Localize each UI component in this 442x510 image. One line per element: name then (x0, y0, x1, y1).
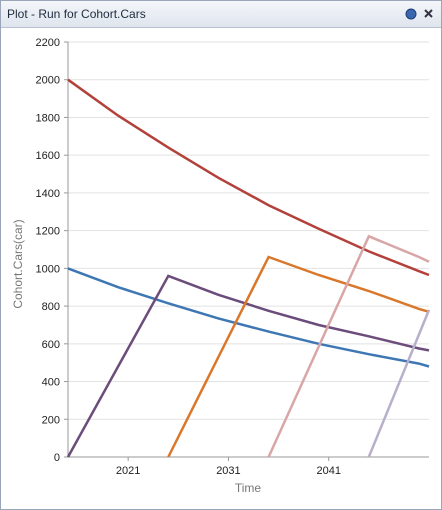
window-title: Plot - Run for Cohort.Cars (7, 7, 146, 21)
title-bar: Plot - Run for Cohort.Cars (1, 1, 441, 28)
x-tick-label: 2041 (316, 465, 340, 477)
series-line (67, 267, 430, 368)
x-axis-label: Time (235, 481, 262, 495)
y-tick-label: 0 (54, 452, 60, 464)
y-tick-label: 800 (42, 301, 60, 313)
series-line (67, 78, 430, 277)
x-tick-label: 2031 (216, 465, 240, 477)
window-buttons (405, 8, 433, 20)
y-tick-label: 200 (42, 414, 60, 426)
y-tick-label: 2200 (36, 37, 60, 49)
y-axis-label: Cohort.Cars(car) (11, 219, 25, 308)
y-tick-label: 1200 (36, 226, 60, 238)
y-tick-label: 2000 (36, 75, 60, 87)
series-line (267, 234, 430, 458)
series-line (167, 255, 430, 458)
y-tick-label: 1000 (36, 263, 60, 275)
y-tick-label: 600 (42, 339, 60, 351)
close-button[interactable] (424, 9, 433, 18)
pin-button[interactable] (405, 8, 417, 20)
x-tick-label: 2021 (116, 465, 140, 477)
y-tick-label: 1400 (36, 188, 60, 200)
y-tick-label: 400 (42, 377, 60, 389)
series-line (66, 274, 430, 458)
y-tick-label: 1800 (36, 112, 60, 124)
y-tick-label: 1600 (36, 150, 60, 162)
chart: Time Cohort.Cars(car) 0 200 400 600 800 1000 1… (11, 37, 431, 495)
series-line (367, 309, 431, 458)
